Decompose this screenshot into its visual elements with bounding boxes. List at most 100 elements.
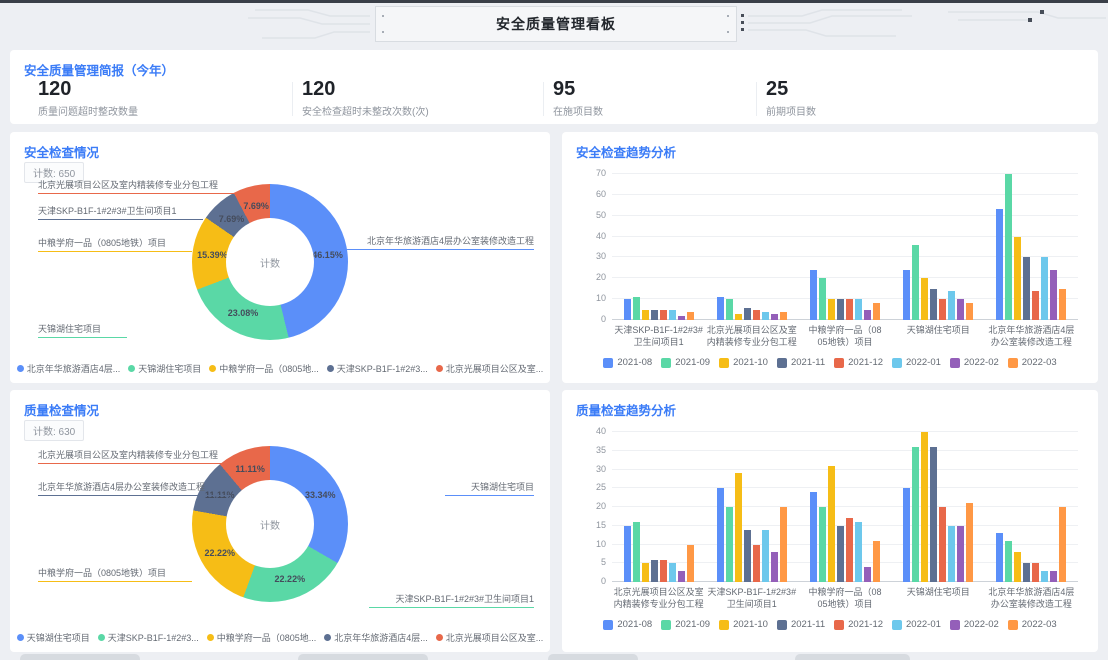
bar-2022-02 [864,309,871,320]
bar-2022-02 [1050,570,1058,582]
bar-2021-09 [632,522,640,582]
bar-2021-11 [650,309,658,320]
pie-legend-label: 天锦湖住宅项目 [26,633,90,643]
bar-2022-02 [864,567,871,582]
page-title: 安全质量管理看板 [496,16,616,32]
pie-legend-label: 天津SKP-B1F-1#2#3... [107,633,199,643]
bar-legend-label: 2021-08 [617,619,653,631]
bar-2021-12 [1032,563,1040,582]
bar-legend-item[interactable]: 2022-01 [892,357,941,368]
pie-callout-label: 北京光展项目公区及室内精装修专业分包工程 [38,448,245,464]
stat-label: 质量问题超时整改数量 [38,107,138,118]
bar-legend-label: 2021-10 [733,619,768,631]
pie-legend-item[interactable]: 北京光展项目公区及室... [435,631,544,644]
bar-2021-12 [939,299,947,320]
pie-percent-label: 11.11% [235,464,265,475]
y-axis-tick-label: 5 [600,557,606,568]
legend-swatch-icon [892,357,903,368]
bar-legend-item[interactable]: 2022-02 [949,357,999,368]
panel-quality-trend-bar: 质量检查趋势分析 0 5 10 15 20 25 30 35 40 北京光展项目公区及室 内精装修… [562,390,1098,652]
bar-legend-item[interactable]: 2022-03 [1007,357,1057,369]
pie-legend-label: 北京光展项目公区及室... [445,633,544,643]
pie-legend-item[interactable]: 北京年华旅游酒店4层... [324,631,428,644]
pie-percent-label: 22.22% [204,547,236,558]
bar-legend-label: 2021-11 [790,357,826,369]
bar-2021-10 [921,278,929,320]
count-badge: 计数: 650 [24,162,85,183]
gridline: 50 [596,210,1078,220]
y-axis-tick-label: 35 [595,444,606,455]
x-axis-category-label: 天锦湖住宅项目 [906,325,970,335]
y-axis-tick-label: 15 [595,519,606,530]
bar-2021-10 [734,313,742,320]
legend-swatch-icon [661,619,672,630]
bar-2022-01 [761,311,769,320]
stat-divider [543,82,544,116]
pie-callout-label: 北京年华旅游酒店4层办公室装修改造工程 [340,234,534,250]
pie-legend-item[interactable]: 北京光展项目公区及室... [435,362,543,375]
pie-legend-item[interactable]: 天锦湖住宅项目 [16,631,90,644]
title-box-right-dots [727,15,730,33]
x-axis-category-label: 天津SKP-B1F-1#2#3# 卫生间项目1 [614,325,703,347]
bar-2021-11 [743,529,751,582]
pie-legend-item[interactable]: 北京年华旅游酒店4层... [16,362,120,375]
bar-2022-03 [873,540,880,582]
gridline: 30 [596,464,1078,474]
bar-legend-item[interactable]: 2022-01 [892,619,941,630]
bar-2022-01 [948,525,956,582]
bar-2021-12 [659,559,667,582]
bar-2021-08 [623,299,631,320]
bar-legend-item[interactable]: 2021-12 [834,619,883,630]
bar-legend-label: 2021-09 [675,619,711,631]
bar-legend-item[interactable]: 2021-12 [834,357,883,368]
bar-2022-01 [668,563,676,582]
pie-callout-label: 北京光展项目公区及室内精装修专业分包工程 [38,178,245,194]
x-axis-category-label: 天津SKP-B1F-1#2#3# 卫生间项目1 [707,587,797,609]
pie-percent-label: 7.69% [218,213,245,224]
pie-legend-item[interactable]: 天津SKP-B1F-1#2#3... [97,631,199,644]
pie-percent-label: 46.15% [312,250,343,260]
bar-legend-item[interactable]: 2022-02 [949,619,999,631]
bar-legend-item[interactable]: 2021-10 [719,619,768,630]
bar-2021-08 [716,297,724,320]
stat-value: 120 [38,78,72,100]
gridline: 25 [596,482,1078,492]
bar-2022-02 [957,299,965,320]
donut-ring: 33.34% 22.22% 22.22% 11.11% 11.11% 计数 [192,446,348,602]
bar-2021-08 [716,488,724,582]
bar-legend-item[interactable]: 2021-08 [603,619,652,630]
bar-legend-item[interactable]: 2021-09 [661,619,710,630]
bar-2021-11 [1023,257,1031,320]
bar-legend-label: 2022-03 [1021,357,1057,369]
bar-group [705,174,798,320]
legend-swatch-icon [1007,619,1018,630]
bar-legend-item[interactable]: 2021-11 [776,357,826,369]
bar-2021-12 [846,299,853,320]
stat-value: 95 [553,78,576,100]
pie-legend-item[interactable]: 中粮学府一品（0805地... [206,631,316,644]
bar-legend-label: 2022-02 [963,619,999,631]
bar-2021-11 [930,288,938,320]
x-axis-category-label: 天锦湖住宅项目 [906,587,970,597]
legend-dot-icon [16,634,24,641]
pie-callout-label: 中粮学府一品（0805地铁）项目 [38,566,193,582]
bar-2021-08 [810,269,817,320]
x-axis-category-labels: 天津SKP-B1F-1#2#3# 卫生间项目1 北京光展项目公区及室 内精装修专业… [612,325,1078,348]
bar-legend-item[interactable]: 2021-11 [776,619,825,630]
pie-legend-item[interactable]: 中粮学府一品（0805地... [209,362,319,375]
panel-title: 安全检查情况 [24,146,100,160]
legend-dot-icon [97,634,105,641]
bar-legend-item[interactable]: 2021-08 [603,357,652,368]
pie-legend-item[interactable]: 天锦湖住宅项目 [128,362,201,375]
bar-legend-item[interactable]: 2021-10 [719,357,768,368]
pie-legend-item[interactable]: 天津SKP-B1F-1#2#3... [326,362,428,375]
bar-group [985,174,1078,320]
bar-legend-item[interactable]: 2021-09 [661,357,710,368]
cutoff-panel-edge [20,654,140,660]
pie-legend-label: 天锦湖住宅项目 [138,364,202,374]
legend-swatch-icon [603,619,614,630]
bar-2022-01 [761,529,769,582]
bar-legend-item[interactable]: 2022-03 [1007,619,1057,630]
bar-2022-03 [686,311,694,320]
bar-2021-08 [903,488,911,582]
